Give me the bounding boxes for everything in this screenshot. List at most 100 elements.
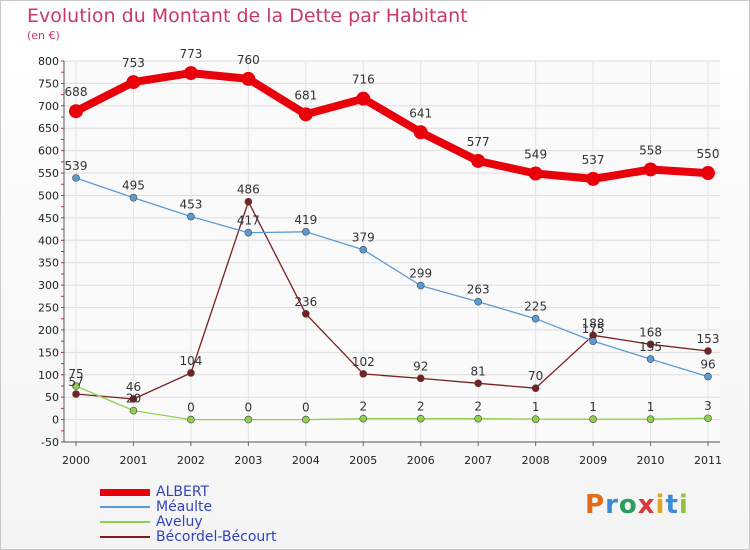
- data-label: 753: [122, 56, 145, 70]
- data-label: 549: [524, 148, 547, 162]
- data-label: 1: [647, 400, 655, 414]
- y-tick-label: 250: [38, 302, 59, 315]
- data-point: [586, 171, 601, 186]
- data-label: 263: [467, 283, 490, 297]
- data-point: [359, 245, 368, 254]
- legend-swatch: [100, 488, 150, 496]
- x-tick-label: 2000: [62, 454, 90, 467]
- data-label: 96: [700, 358, 715, 372]
- data-label: 2: [474, 400, 482, 414]
- data-point: [528, 166, 543, 181]
- data-point: [129, 193, 138, 202]
- data-label: 453: [179, 198, 202, 212]
- data-point: [126, 75, 141, 90]
- y-tick-label: 50: [45, 391, 59, 404]
- data-label: 3: [704, 399, 712, 413]
- data-point: [589, 337, 597, 345]
- data-label: 57: [68, 375, 83, 389]
- x-tick-label: 2002: [177, 454, 205, 467]
- data-label: 46: [126, 380, 141, 394]
- data-label: 681: [294, 88, 317, 102]
- logo-letter: t: [665, 490, 679, 520]
- data-point: [72, 382, 80, 390]
- data-point: [413, 125, 428, 140]
- data-point: [704, 414, 712, 423]
- y-tick-label: 200: [38, 324, 59, 337]
- data-label: 1: [532, 400, 540, 414]
- legend-swatch: [100, 536, 150, 538]
- y-tick-label: 400: [38, 234, 59, 247]
- data-label: 0: [245, 401, 253, 415]
- data-point: [129, 406, 138, 415]
- x-tick-label: 2007: [464, 454, 492, 467]
- data-point: [646, 355, 655, 363]
- data-label: 419: [294, 213, 317, 227]
- data-label: 188: [582, 316, 605, 330]
- data-point: [643, 162, 658, 177]
- data-point: [704, 372, 712, 381]
- data-label: 688: [65, 85, 88, 99]
- x-tick-label: 2003: [234, 454, 262, 467]
- data-label: 641: [409, 106, 432, 120]
- data-point: [302, 415, 310, 424]
- data-point: [359, 370, 368, 378]
- logo-letter: P: [585, 490, 606, 520]
- x-tick-label: 2011: [694, 454, 722, 467]
- legend-swatch: [100, 521, 150, 523]
- series-line-0: [72, 69, 712, 183]
- data-label: 539: [65, 159, 88, 173]
- y-tick-label: -50: [41, 436, 59, 449]
- y-tick-label: 700: [38, 100, 59, 113]
- data-label: 102: [352, 355, 375, 369]
- data-label: 92: [413, 359, 428, 373]
- legend-label: Aveluy: [156, 514, 203, 530]
- chart-title: Evolution du Montant de la Dette par Hab…: [27, 5, 468, 27]
- data-point: [241, 71, 256, 86]
- data-label: 773: [179, 47, 202, 61]
- y-tick-label: 350: [38, 257, 59, 270]
- y-tick-label: 450: [38, 212, 59, 225]
- data-label: 81: [471, 364, 486, 378]
- data-point: [187, 415, 195, 424]
- data-label: 537: [582, 153, 605, 167]
- logo-letter: x: [637, 490, 656, 520]
- data-label: 0: [302, 401, 310, 415]
- data-label: 486: [237, 183, 260, 197]
- logo-letter: i: [678, 490, 689, 520]
- data-label: 716: [352, 73, 375, 87]
- data-point: [187, 212, 195, 221]
- data-point: [701, 166, 715, 181]
- data-label: 153: [697, 332, 720, 346]
- logo-letter: o: [618, 490, 638, 520]
- data-point: [129, 395, 138, 403]
- data-label: 175: [582, 322, 605, 336]
- data-label: 417: [237, 214, 260, 228]
- data-point: [474, 414, 482, 423]
- data-point: [187, 369, 195, 377]
- logo-letter: i: [655, 490, 666, 520]
- data-point: [704, 347, 712, 355]
- x-tick-label: 2004: [292, 454, 320, 467]
- plot-area: [64, 61, 720, 442]
- data-label: 20: [126, 392, 141, 406]
- data-label: 760: [237, 53, 260, 67]
- x-tick-label: 2001: [119, 454, 147, 467]
- data-point: [474, 297, 482, 306]
- data-point: [69, 104, 83, 119]
- proxiti-logo: Proxiti: [585, 490, 689, 520]
- series-line-1: [75, 177, 709, 378]
- y-tick-label: 300: [38, 279, 59, 292]
- logo-letter: r: [605, 490, 619, 520]
- data-point: [474, 379, 482, 388]
- data-point: [72, 174, 80, 182]
- data-point: [298, 107, 313, 122]
- data-point: [244, 228, 253, 237]
- data-label: 104: [179, 354, 202, 368]
- y-tick-label: 800: [38, 55, 59, 68]
- x-tick-label: 2006: [407, 454, 435, 467]
- data-point: [646, 340, 655, 349]
- y-tick-label: 750: [38, 77, 59, 90]
- legend-label: Méaulte: [156, 499, 213, 515]
- data-point: [416, 414, 425, 423]
